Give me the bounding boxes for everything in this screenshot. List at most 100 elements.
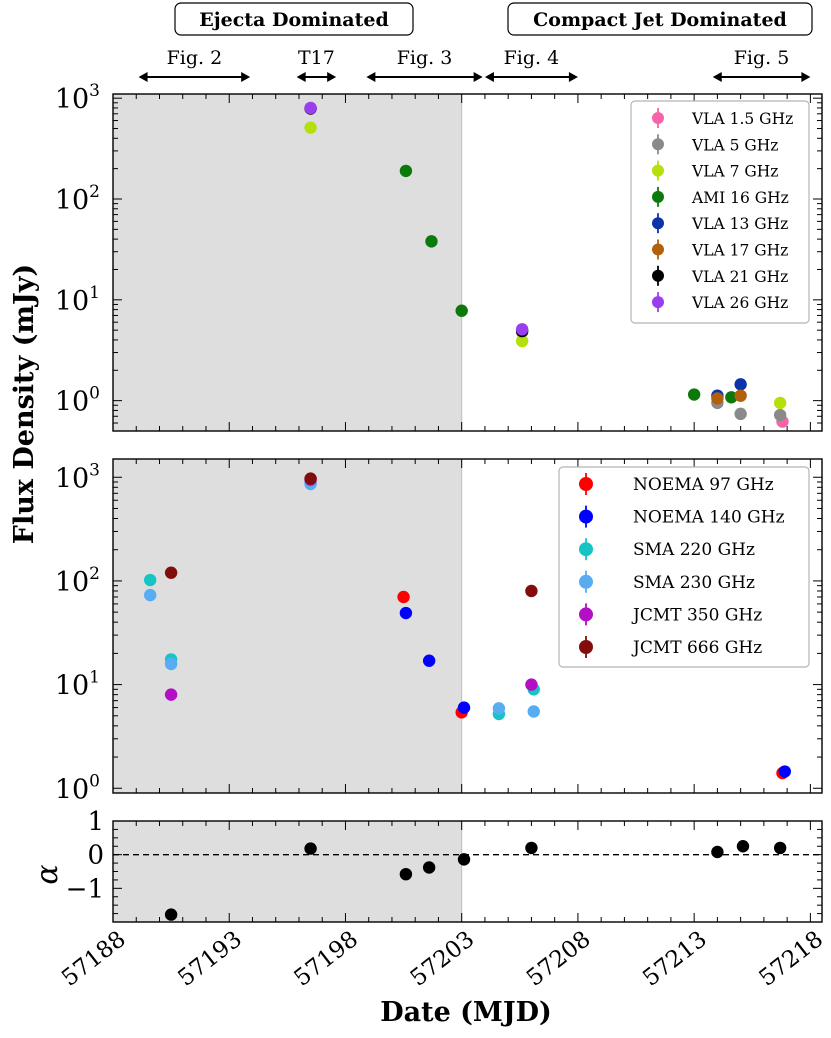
y-tick-label: 100 [55,771,100,805]
figure-span-label: Fig. 3 [397,47,453,69]
figure-span-arrowhead [568,72,578,82]
data-point [164,688,178,701]
data-point [773,396,787,410]
data-point [711,845,724,859]
data-point [778,765,792,778]
data-point [725,391,738,404]
x-tick-label: 57198 [289,926,363,992]
data-point [304,121,317,134]
data-point [773,408,787,422]
figure-span-label: Fig. 2 [167,47,223,69]
legend-label: JCMT 350 GHz [631,605,762,625]
legend-label: SMA 230 GHz [633,573,755,593]
data-point [734,378,747,391]
data-point [143,573,157,587]
x-tick-label: 57203 [406,926,480,992]
figure-annotations: Ejecta Dominated Compact Jet Dominated Fig… [138,2,813,82]
data-point [736,840,750,853]
x-axis-label: Date (MJD) [380,997,552,1028]
figure-span-arrowhead [712,72,722,82]
legend-label: VLA 13 GHz [691,215,788,233]
legend-label: VLA 21 GHz [691,268,788,286]
data-point [399,164,413,178]
regime-label: Compact Jet Dominated [533,9,787,31]
legend-label: VLA 26 GHz [691,294,788,312]
data-point [164,566,178,579]
y-axis-label: Flux Density (mJy) [9,264,40,544]
x-tick-label: 57213 [638,926,712,992]
data-point [525,584,538,598]
regime-box [174,2,414,36]
data-point [304,101,317,115]
data-point [457,853,471,866]
data-point [734,389,747,402]
legend-marker [579,640,593,654]
data-point [773,841,787,855]
figure-span-arrowhead [366,72,376,82]
legend-label: NOEMA 140 GHz [633,508,785,528]
y-tick-label: −1 [66,874,104,904]
data-point [687,388,701,401]
figure-span-arrowhead [484,72,494,82]
regime-box [507,2,813,36]
x-tick-label: 57188 [57,926,131,992]
y-tick-label: 103 [55,81,100,115]
data-point [455,304,468,317]
legend-marker [579,607,593,622]
y-tick-label: 102 [55,182,100,216]
legend-label: JCMT 666 GHz [631,638,762,658]
data-point [143,588,157,602]
data-point [515,334,529,348]
legend-marker [579,477,593,491]
figure-span-arrowhead [296,72,306,82]
legend-marker [579,542,593,557]
axes-frame [112,93,823,432]
data-point [304,472,317,485]
legend-label: SMA 220 GHz [633,540,755,560]
axes-frame [112,820,823,923]
legend-box [630,100,810,324]
figure-span-arrowhead [138,72,148,82]
figure-span-arrowhead [241,72,251,82]
x-tick-label: 57218 [754,926,828,992]
legend-marker [652,112,664,124]
figure-span-arrowhead [327,72,337,82]
data-point [399,606,413,620]
legend-marker [579,574,593,589]
alpha-axis-label: α [30,864,65,884]
legend-marker [652,138,664,151]
data-point [515,323,529,336]
axes-frame [112,458,823,794]
y-tick-label: 102 [55,564,100,598]
legend-marker [652,164,664,177]
data-point [525,678,538,691]
legend-marker [652,243,664,256]
panel-spectral-index: −10 1 α 57188 57193 57198 57203 57208 57213 57218 [30,807,828,992]
figure-span-label: Fig. 5 [734,47,790,69]
data-point [492,702,506,715]
figure-span-label: Fig. 4 [504,47,560,69]
data-point [422,654,436,667]
y-tick-label: 100 [55,384,100,418]
figure-span-arrowhead [473,72,483,82]
data-point [422,861,436,874]
panel-radio: 100 101 102 103 VLA 1.5 GHz VLA 5 GHz VLA 7 GH… [55,81,823,432]
legend-marker [579,509,593,524]
data-point [425,235,438,248]
data-point [399,867,413,881]
legend-label: VLA 1.5 GHz [691,110,793,128]
data-point [164,657,178,671]
legend-label: VLA 7 GHz [691,163,778,181]
panel-mm-submm: 100 101 102 103 NOEMA 97 GHz NOEMA 140 GHz SMA… [55,458,823,805]
data-point [527,705,540,718]
data-point [164,908,178,921]
x-tick-label: 57208 [522,926,596,992]
y-tick-label: 0 [87,841,104,871]
data-point [304,842,317,855]
legend-box [558,466,810,668]
y-tick-label: 101 [55,283,100,317]
legend-label: AMI 16 GHz [691,189,789,207]
data-point [525,841,538,855]
data-point [711,392,724,405]
